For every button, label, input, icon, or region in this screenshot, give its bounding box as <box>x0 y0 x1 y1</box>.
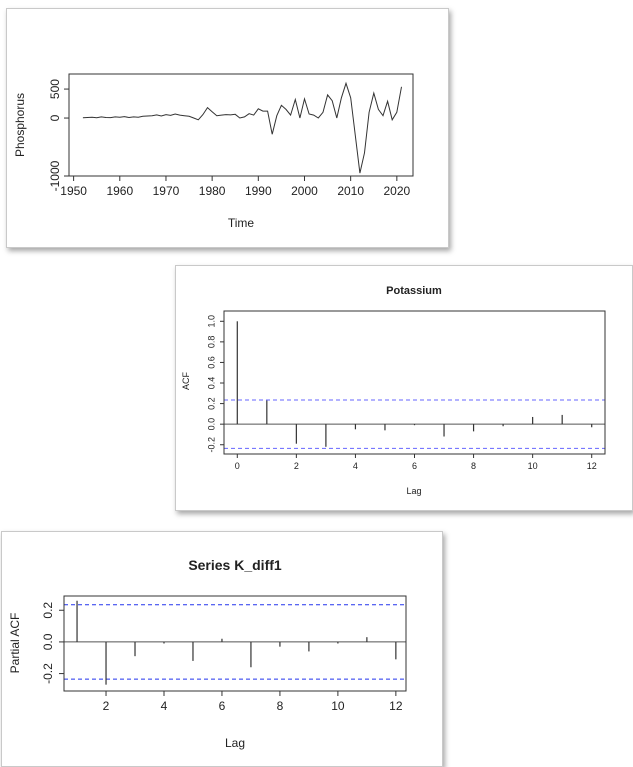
y-tick-label: 500 <box>48 79 62 99</box>
x-tick-label: 8 <box>471 461 476 471</box>
x-tick-label: 1960 <box>106 184 133 198</box>
x-axis-label: Lag <box>225 736 245 750</box>
k-diff1-pacf-panel: 2 4 6 8 10 12 -0.2 0.0 0.2 Series K_diff1 Lag Pa… <box>1 531 443 767</box>
x-tick-label: 6 <box>412 461 417 471</box>
x-tick-label: 12 <box>389 699 403 713</box>
y-tick-label: 1.0 <box>207 315 217 328</box>
y-axis-label: ACF <box>181 371 191 390</box>
x-tick-label: 1980 <box>199 184 226 198</box>
x-tick-label: 0 <box>235 461 240 471</box>
x-axis-label: Time <box>228 216 255 230</box>
x-tick-label: 2 <box>103 699 110 713</box>
y-axis-label: Phosphorus <box>13 93 27 157</box>
y-tick-label: -0.2 <box>41 663 55 684</box>
y-tick-label: 0 <box>48 114 62 121</box>
x-tick-label: 2000 <box>291 184 318 198</box>
x-tick-label: 8 <box>277 699 284 713</box>
y-tick-label: 0.0 <box>41 633 55 650</box>
y-axis-label: Partial ACF <box>8 613 22 674</box>
x-axis-label: Lag <box>406 486 421 496</box>
x-tick-label: 1990 <box>245 184 272 198</box>
plot-frame <box>68 73 414 177</box>
plot-frame <box>223 310 606 455</box>
x-tick-label: 2020 <box>383 184 410 198</box>
x-tick-label: 6 <box>219 699 226 713</box>
chart-title: Potassium <box>386 285 442 297</box>
x-tick-label: 4 <box>353 461 358 471</box>
y-tick-label: 0.8 <box>207 336 217 349</box>
y-tick-label: -1000 <box>48 160 62 191</box>
x-tick-label: 10 <box>331 699 345 713</box>
x-tick-label: 1970 <box>153 184 180 198</box>
y-tick-label: 0.6 <box>207 356 217 369</box>
x-tick-label: 2010 <box>337 184 364 198</box>
y-tick-label: 0.4 <box>207 377 217 390</box>
series-line <box>82 81 402 174</box>
x-tick-label: 2 <box>294 461 299 471</box>
k-diff1-pacf-chart: 2 4 6 8 10 12 -0.2 0.0 0.2 Series K_diff1 Lag Pa… <box>8 557 407 750</box>
potassium-acf-panel: 0 2 4 6 8 10 12 -0.2 0.0 0.2 0.4 0.6 0.8 1.0 Potassiu… <box>175 265 633 511</box>
y-tick-label: 0.2 <box>41 602 55 619</box>
y-tick-label: 0.0 <box>207 418 217 431</box>
x-tick-label: 12 <box>587 461 597 471</box>
y-tick-label: -0.2 <box>207 437 217 453</box>
y-tick-label: 0.2 <box>207 397 217 410</box>
x-tick-label: 4 <box>161 699 168 713</box>
x-tick-label: 10 <box>528 461 538 471</box>
x-tick-label: 1950 <box>60 184 87 198</box>
plot-frame <box>63 595 407 692</box>
potassium-acf-chart: 0 2 4 6 8 10 12 -0.2 0.0 0.2 0.4 0.6 0.8 1.0 Potassiu… <box>181 285 606 496</box>
chart-title: Series K_diff1 <box>188 557 282 573</box>
phosphorus-panel: 1950 1960 1970 1980 1990 2000 2010 2020 -1000 0 50… <box>6 8 449 248</box>
phosphorus-chart: 1950 1960 1970 1980 1990 2000 2010 2020 -1000 0 50… <box>13 73 414 230</box>
